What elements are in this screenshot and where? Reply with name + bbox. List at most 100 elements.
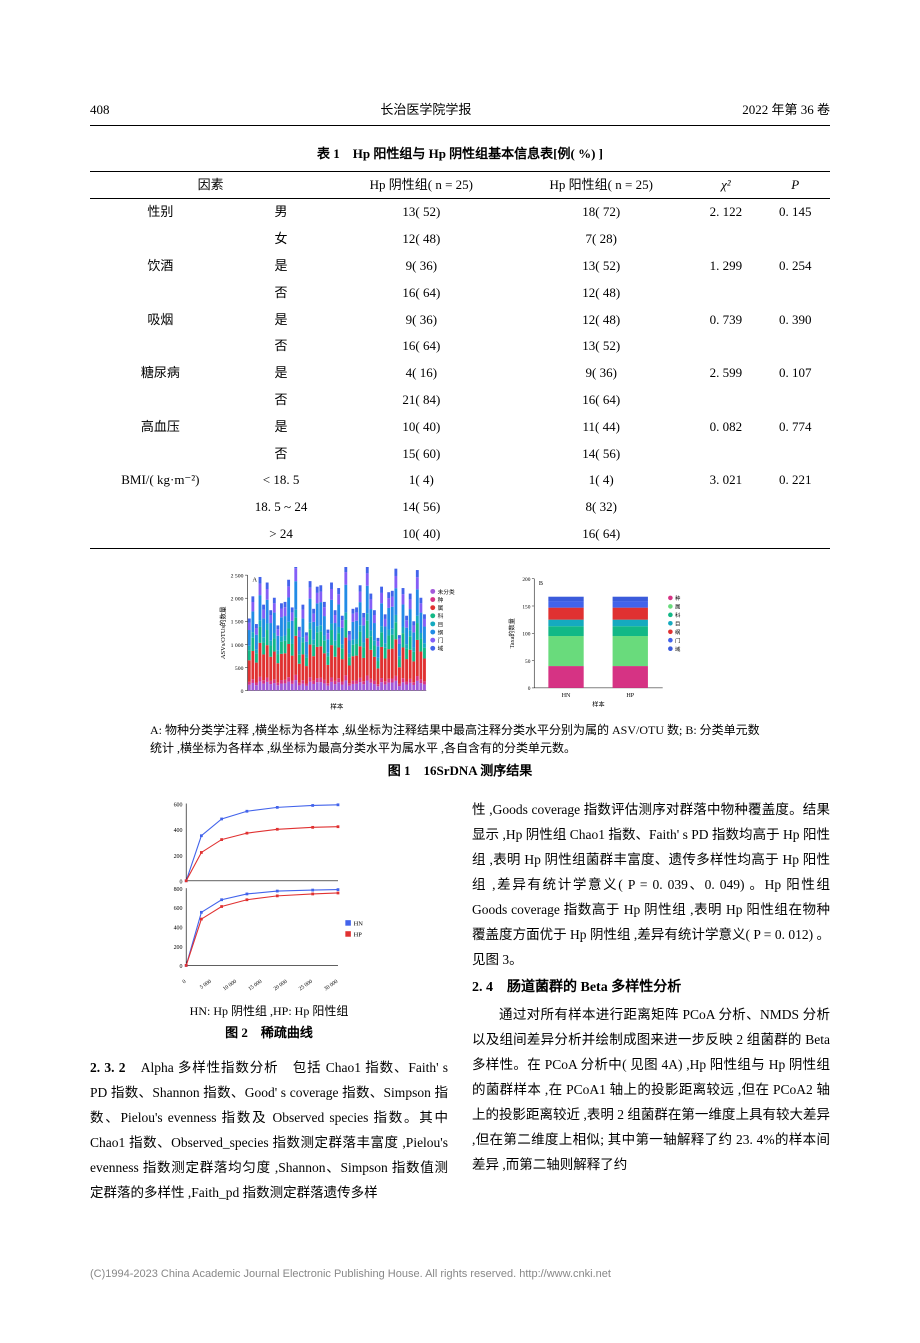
svg-text:HP: HP <box>354 932 363 939</box>
th-factor: 因素 <box>90 171 331 199</box>
table1-header-row: 因素 Hp 阴性组( n = 25) Hp 阳性组( n = 25) χ² P <box>90 171 830 199</box>
svg-text:0: 0 <box>241 689 244 695</box>
cell-factor: BMI/( kg·m⁻²) <box>90 467 231 494</box>
cell-p: 0. 774 <box>761 414 830 441</box>
table-row: > 2410( 40)16( 64) <box>90 521 830 548</box>
th-pos: Hp 阳性组( n = 25) <box>511 171 691 199</box>
svg-text:种: 种 <box>675 594 681 602</box>
svg-text:400: 400 <box>174 925 183 931</box>
cell-chi: 3. 021 <box>691 467 760 494</box>
table-row: 性别男13( 52)18( 72)2. 1220. 145 <box>90 199 830 226</box>
svg-text:纲: 纲 <box>675 628 680 636</box>
svg-text:0: 0 <box>180 964 183 970</box>
svg-text:属: 属 <box>675 603 680 610</box>
svg-text:科: 科 <box>675 611 681 619</box>
cell-chi <box>691 441 760 468</box>
svg-text:目: 目 <box>438 621 444 628</box>
svg-text:HP: HP <box>626 693 634 699</box>
svg-text:0: 0 <box>180 879 183 885</box>
svg-text:100: 100 <box>522 631 530 637</box>
cell-sub: 是 <box>231 414 332 441</box>
chart-a-svg: 05001 0001 5002 0002 500AASVs/OTUs的数量样本未… <box>215 567 475 713</box>
table-row: BMI/( kg·m⁻²)< 18. 51( 4)1( 4)3. 0210. 2… <box>90 467 830 494</box>
svg-text:20 000: 20 000 <box>273 978 289 991</box>
cell-neg: 9( 36) <box>331 253 511 280</box>
cell-pos: 13( 52) <box>511 253 691 280</box>
cell-neg: 4( 16) <box>331 360 511 387</box>
cell-pos: 11( 44) <box>511 414 691 441</box>
svg-text:30 000: 30 000 <box>323 978 339 991</box>
fig2-sub: HN: Hp 阴性组 ,HP: Hp 阳性组 <box>90 1002 448 1021</box>
table1-title: 表 1 Hp 阳性组与 Hp 阴性组基本信息表[例( %) ] <box>90 144 830 165</box>
svg-text:2 000: 2 000 <box>231 596 244 602</box>
right-column: 性 ,Goods coverage 指数评估测序对群落中物种覆盖度。结果显示 ,… <box>472 798 830 1206</box>
cell-factor <box>90 387 231 414</box>
cell-p <box>761 333 830 360</box>
left-p1-text: Alpha 多样性指数分析 包括 Chao1 指数、Faith' s PD 指数… <box>90 1060 448 1200</box>
svg-text:200: 200 <box>522 577 530 583</box>
cell-pos: 1( 4) <box>511 467 691 494</box>
cell-p: 0. 145 <box>761 199 830 226</box>
cell-neg: 9( 36) <box>331 307 511 334</box>
svg-text:属: 属 <box>438 605 444 612</box>
cell-p <box>761 226 830 253</box>
cell-factor <box>90 521 231 548</box>
svg-text:B: B <box>539 580 543 586</box>
fig2-chart-box: 02004006000200400600800HNHP05 00010 0001… <box>154 798 384 998</box>
cell-factor: 性别 <box>90 199 231 226</box>
table-row: 吸烟是9( 36)12( 48)0. 7390. 390 <box>90 307 830 334</box>
cell-sub: > 24 <box>231 521 332 548</box>
page-header: 408 长治医学院学报 2022 年第 36 卷 <box>90 100 830 126</box>
left-para: 2. 3. 2 Alpha 多样性指数分析 包括 Chao1 指数、Faith'… <box>90 1056 448 1206</box>
cell-chi <box>691 226 760 253</box>
cell-sub: 18. 5 ~ 24 <box>231 494 332 521</box>
table-row: 女12( 48)7( 28) <box>90 226 830 253</box>
cell-factor <box>90 441 231 468</box>
cell-p: 0. 254 <box>761 253 830 280</box>
svg-text:样本: 样本 <box>592 700 604 708</box>
cell-neg: 1( 4) <box>331 467 511 494</box>
cell-sub: 否 <box>231 333 332 360</box>
fig1-label: 图 1 16SrDNA 测序结果 <box>90 761 830 782</box>
svg-text:200: 200 <box>174 945 183 951</box>
svg-text:400: 400 <box>174 828 183 834</box>
svg-text:ASVs/OTUs的数量: ASVs/OTUs的数量 <box>218 606 227 659</box>
th-p: P <box>761 171 830 199</box>
cell-chi <box>691 280 760 307</box>
th-chi: χ² <box>691 171 760 199</box>
cell-factor: 饮酒 <box>90 253 231 280</box>
fig1-caption: A: 物种分类学注释 ,横坐标为各样本 ,纵坐标为注释结果中最高注释分类水平分别… <box>150 721 770 757</box>
svg-text:25 000: 25 000 <box>298 978 314 991</box>
cell-pos: 13( 52) <box>511 333 691 360</box>
cell-neg: 13( 52) <box>331 199 511 226</box>
lower-columns: 02004006000200400600800HNHP05 00010 0001… <box>90 798 830 1206</box>
svg-text:域: 域 <box>438 644 444 652</box>
page-number: 408 <box>90 100 110 121</box>
svg-text:10 000: 10 000 <box>222 978 238 991</box>
cell-factor <box>90 226 231 253</box>
cell-pos: 12( 48) <box>511 280 691 307</box>
table1: 因素 Hp 阴性组( n = 25) Hp 阳性组( n = 25) χ² P … <box>90 171 830 549</box>
cell-factor <box>90 494 231 521</box>
cell-sub: 女 <box>231 226 332 253</box>
svg-text:600: 600 <box>174 802 183 808</box>
svg-text:200: 200 <box>174 854 183 860</box>
fig2-label: 图 2 稀疏曲线 <box>90 1023 448 1044</box>
svg-text:15 000: 15 000 <box>247 978 263 991</box>
cell-chi: 2. 122 <box>691 199 760 226</box>
cell-neg: 16( 64) <box>331 333 511 360</box>
cell-chi <box>691 387 760 414</box>
cell-chi: 0. 082 <box>691 414 760 441</box>
table-row: 否16( 64)13( 52) <box>90 333 830 360</box>
cell-pos: 14( 56) <box>511 441 691 468</box>
svg-text:A: A <box>252 576 257 583</box>
svg-text:5 000: 5 000 <box>199 978 213 990</box>
cell-pos: 7( 28) <box>511 226 691 253</box>
table-row: 否21( 84)16( 64) <box>90 387 830 414</box>
cell-sub: 男 <box>231 199 332 226</box>
svg-text:门: 门 <box>438 636 444 644</box>
cell-p <box>761 494 830 521</box>
cell-neg: 15( 60) <box>331 441 511 468</box>
cell-neg: 10( 40) <box>331 414 511 441</box>
svg-text:目: 目 <box>675 620 680 627</box>
